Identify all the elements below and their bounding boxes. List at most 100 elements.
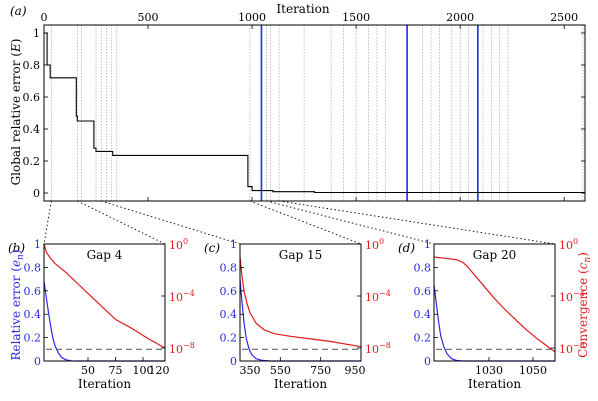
d-xlabel: Iteration [468, 377, 521, 391]
panel-a-y-ticks: 0 0.2 0.4 0.6 0.8 1 [23, 27, 585, 200]
b-ytick-left-label-3: 0.6 [24, 285, 42, 298]
panel-b-ylabel-sub: n [16, 254, 26, 260]
panel-a-label: (a) [10, 4, 27, 18]
d-ytick-right-label-1-base: 10 [559, 291, 573, 304]
zoom-connector-2 [101, 200, 241, 245]
b-ytick-right-label-2-exp: −8 [183, 341, 195, 350]
panel-a-frame [43, 24, 586, 202]
panel-a: (a) Iteration 0 500 1000 1500 2000 2500 00.20… [9, 2, 586, 202]
panel-b-ylabel-var: e [9, 260, 23, 267]
a-ytick-label-0: 0 [33, 187, 40, 200]
panel-a-ylabel: Global relative error (E) [9, 39, 23, 186]
d-ytick-right-label-1: 10−4 [559, 289, 585, 304]
b-xtick-label-1: 75 [109, 364, 123, 377]
a-xtick-label-2: 1000 [238, 11, 266, 24]
panel-a-ylabel-var: E [9, 43, 23, 53]
b-xtick-label-3: 120 [149, 364, 170, 377]
panel-a-x-ticks: 0 500 1000 1500 2000 2500 [41, 11, 578, 201]
d-ytick-right-label-2-exp: −8 [573, 341, 585, 350]
c-ytick-right-label-2: 10−8 [365, 341, 391, 356]
c-title: Gap 15 [279, 248, 323, 262]
a-ytick-label-4: 0.8 [23, 59, 41, 72]
a-xtick-label-0: 0 [41, 11, 48, 24]
panel-b-ylabel: Relative error (en) [9, 249, 26, 360]
b-ytick-right-label-0: 100 [169, 237, 188, 252]
panel-d-ylabel-end: ) [576, 252, 590, 257]
c-ytick-left-label-1: 0.2 [220, 332, 238, 345]
c-xtick-label-1: 550 [270, 364, 291, 377]
c-xtick-label-3: 950 [345, 364, 366, 377]
highlighted-iteration-lines [260, 25, 479, 201]
panel-a-xlabel: Iteration [276, 2, 329, 16]
a-ytick-label-2: 0.4 [23, 123, 41, 136]
d-ytick-left-label-5: 1 [424, 238, 431, 251]
d-ytick-left-label-4: 0.8 [414, 261, 432, 274]
panel-d-ylabel-sub: n [583, 257, 593, 263]
panel-a-ylabel-close: ) [9, 39, 23, 44]
panel-b-ylabel-end: ) [9, 249, 23, 254]
c-ytick-right-label-0-exp: 0 [379, 237, 384, 246]
panel-a-error-curve [44, 32, 585, 194]
d-ytick-right-label-0-exp: 0 [573, 237, 578, 246]
a-xtick-label-1: 500 [138, 11, 159, 24]
c-ytick-right-label-2-exp: −8 [379, 341, 391, 350]
c-ytick-right-label-1-base: 10 [365, 291, 379, 304]
a-xtick-label-4: 2000 [446, 11, 474, 24]
c-ytick-right-label-1: 10−4 [365, 289, 391, 304]
a-xtick-label-3: 1500 [342, 11, 370, 24]
b-ytick-left-label-5: 1 [34, 238, 41, 251]
b-ytick-left-label-0: 0 [34, 355, 41, 368]
panel-d-ylabel-base: Convergence ( [576, 269, 590, 358]
b-xlabel: Iteration [78, 377, 131, 391]
b-ytick-left-label-2: 0.4 [24, 308, 42, 321]
zoom-connector-0 [43, 200, 52, 245]
d-xtick-label-1: 1050 [519, 364, 547, 377]
d-panel-label: (d) [398, 241, 415, 255]
zoom-connector-1 [77, 200, 166, 245]
c-ytick-left-label-3: 0.6 [220, 285, 238, 298]
c-frame [239, 243, 362, 362]
d-ytick-left-label-3: 0.6 [414, 285, 432, 298]
panel-d-ylabel-var: c [576, 262, 590, 269]
b-title: Gap 4 [87, 248, 123, 262]
d-ytick-right-label-0: 100 [559, 237, 578, 252]
d-xtick-label-0: 1030 [475, 364, 503, 377]
c-ytick-left-label-0: 0 [230, 355, 237, 368]
panel-a-ylabel-text: Global relative error ( [9, 52, 23, 185]
b-ytick-right-label-0-exp: 0 [183, 237, 188, 246]
b-convergence-curve [43, 243, 166, 349]
d-frame [433, 243, 556, 362]
b-xtick-label-0: 50 [81, 364, 95, 377]
c-ytick-right-label-2-base: 10 [365, 343, 379, 356]
d-ytick-right-label-2-base: 10 [559, 343, 573, 356]
c-ytick-right-label-0: 100 [365, 237, 384, 252]
panel-d-ylabel: Convergence (cn) [576, 252, 593, 358]
zoom-connector-5 [279, 200, 556, 245]
b-xtick-label-2: 100 [133, 364, 154, 377]
c-panel-label: (c) [204, 241, 220, 255]
c-ytick-left-label-2: 0.4 [220, 308, 238, 321]
b-ytick-right-label-1: 10−4 [169, 289, 195, 304]
d-ytick-right-label-0-base: 10 [559, 239, 573, 252]
zoom-connector-3 [249, 200, 362, 245]
c-ytick-right-label-0-base: 10 [365, 239, 379, 252]
b-ytick-right-label-2: 10−8 [169, 341, 195, 356]
d-convergence-curve [433, 256, 556, 353]
c-ytick-left-label-4: 0.8 [220, 261, 238, 274]
b-ytick-right-label-1-exp: −4 [183, 289, 195, 298]
zoom-connector-4 [266, 200, 435, 245]
d-ytick-right-label-2: 10−8 [559, 341, 585, 356]
panel-b-ylabel-base: Relative error ( [9, 267, 23, 361]
b-ytick-left-label-4: 0.8 [24, 261, 42, 274]
d-ytick-left-label-0: 0 [424, 355, 431, 368]
b-ytick-right-label-0-base: 10 [169, 239, 183, 252]
b-ytick-left-label-1: 0.2 [24, 332, 42, 345]
c-xtick-label-0: 350 [240, 364, 261, 377]
c-xtick-label-2: 750 [310, 364, 331, 377]
a-ytick-label-5: 1 [33, 27, 40, 40]
d-ytick-left-label-1: 0.2 [414, 332, 432, 345]
